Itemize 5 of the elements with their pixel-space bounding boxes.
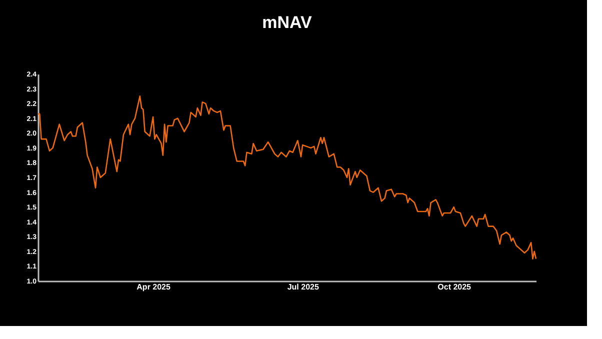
x-tick-label: Apr 2025 bbox=[136, 282, 171, 292]
chart-title: mNAV bbox=[262, 13, 313, 32]
x-tick-label: Oct 2025 bbox=[438, 282, 472, 292]
line-series bbox=[37, 96, 537, 260]
x-tick-label: Jul 2025 bbox=[287, 282, 320, 292]
